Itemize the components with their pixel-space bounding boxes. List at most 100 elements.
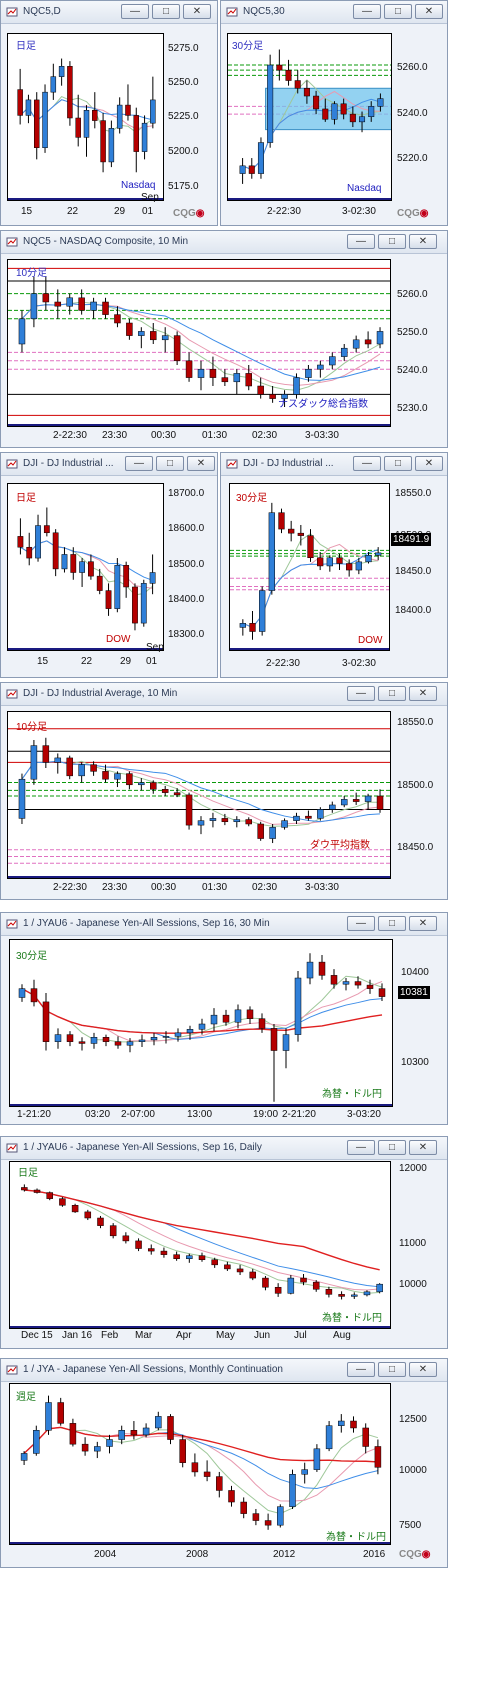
- candle-body: [33, 1430, 40, 1454]
- candle: [368, 101, 375, 122]
- window-titlebar[interactable]: NQC5 - NASDAQ Composite, 10 Min — □ ✕: [1, 231, 447, 254]
- close-button[interactable]: ✕: [187, 456, 215, 471]
- candle-body: [90, 764, 97, 772]
- window-titlebar[interactable]: DJI - DJ Industrial ... — □ ✕: [221, 453, 447, 476]
- close-button[interactable]: ✕: [415, 456, 443, 471]
- candle-body: [270, 1028, 278, 1051]
- moving-average-line: [242, 549, 379, 629]
- candle: [92, 92, 98, 129]
- minimize-button[interactable]: —: [353, 456, 381, 471]
- x-tick: 19:00: [253, 1109, 279, 1120]
- window-titlebar[interactable]: 1 / JYAU6 - Japanese Yen-All Sessions, S…: [1, 1137, 447, 1160]
- plot-area[interactable]: 10分足 ナスダック総合指数: [7, 259, 391, 427]
- plot-area[interactable]: 10分足 ダウ平均指数: [7, 711, 391, 879]
- candle: [282, 1028, 290, 1069]
- close-button[interactable]: ✕: [409, 916, 437, 931]
- minimize-button[interactable]: —: [347, 916, 375, 931]
- candle-body: [150, 1037, 158, 1041]
- minimize-button[interactable]: —: [353, 4, 381, 19]
- window-titlebar[interactable]: DJI - DJ Industrial Average, 10 Min — □ …: [1, 683, 447, 706]
- chart-window-dji-daily[interactable]: DJI - DJ Industrial ... — □ ✕ 日足 DOW 187…: [0, 452, 218, 678]
- candle-body: [376, 331, 384, 345]
- window-titlebar[interactable]: NQC5,30 — □ ✕: [221, 1, 447, 24]
- candle: [264, 1513, 272, 1530]
- candle: [66, 293, 73, 315]
- period-label: 30分足: [236, 493, 268, 504]
- close-button[interactable]: ✕: [415, 4, 443, 19]
- candle-body: [186, 1029, 194, 1034]
- chart-window-dji-30min[interactable]: DJI - DJ Industrial ... — □ ✕ 30分足 DOW 1…: [220, 452, 448, 678]
- window-titlebar[interactable]: 1 / JYAU6 - Japanese Yen-All Sessions, S…: [1, 913, 447, 936]
- candle: [322, 98, 329, 122]
- x-tick: Apr: [176, 1330, 192, 1341]
- x-tick: 2-22:30: [53, 882, 87, 893]
- y-tick: 5260.0: [397, 289, 428, 300]
- minimize-button[interactable]: —: [121, 4, 149, 19]
- restore-button[interactable]: □: [156, 456, 184, 471]
- restore-button[interactable]: □: [384, 456, 412, 471]
- candle: [252, 1508, 260, 1526]
- restore-button[interactable]: □: [378, 686, 406, 701]
- close-button[interactable]: ✕: [183, 4, 211, 19]
- y-tick: 10300: [401, 1057, 429, 1068]
- candle-body: [18, 778, 26, 819]
- plot-area[interactable]: 30分足 DOW: [229, 483, 390, 651]
- plot-area[interactable]: 日足 Nasdaq: [7, 33, 164, 201]
- plot-area[interactable]: 30分足 為替・ドル円: [9, 939, 393, 1107]
- candle: [245, 365, 252, 391]
- close-button[interactable]: ✕: [409, 234, 437, 249]
- moving-average-line: [20, 540, 153, 581]
- chart-window-nqc5-daily[interactable]: NQC5,D — □ ✕ 日足 Nasdaq 5275.0 5250.0 522…: [0, 0, 218, 226]
- x-tick: 3-03:30: [305, 882, 339, 893]
- plot-area[interactable]: 30分足 Nasdaq: [227, 33, 392, 201]
- window-titlebar[interactable]: 1 / JYA - Japanese Yen-All Sessions, Mon…: [1, 1359, 447, 1382]
- candle-body: [236, 1268, 244, 1273]
- window-title: NQC5,D: [23, 6, 61, 17]
- candle: [246, 1006, 254, 1024]
- candle: [130, 1421, 138, 1440]
- restore-button[interactable]: □: [384, 4, 412, 19]
- chart-window-dji-10min[interactable]: DJI - DJ Industrial Average, 10 Min — □ …: [0, 682, 448, 900]
- chart-app-icon: [6, 459, 18, 469]
- window-title: NQC5,30: [243, 6, 285, 17]
- candle: [294, 70, 301, 94]
- candle-body: [100, 120, 106, 163]
- restore-button[interactable]: □: [378, 1362, 406, 1377]
- window-titlebar[interactable]: NQC5,D — □ ✕: [1, 1, 217, 24]
- plot-area[interactable]: 週足 為替・ドル円: [9, 1383, 391, 1545]
- plot-area[interactable]: 日足 DOW: [7, 483, 164, 651]
- candle-body: [305, 368, 312, 378]
- minimize-button[interactable]: —: [347, 1362, 375, 1377]
- candle: [221, 813, 229, 826]
- minimize-button[interactable]: —: [347, 686, 375, 701]
- restore-button[interactable]: □: [378, 1140, 406, 1155]
- close-button[interactable]: ✕: [409, 1140, 437, 1155]
- restore-button[interactable]: □: [378, 234, 406, 249]
- candle: [340, 98, 347, 120]
- candle: [233, 369, 241, 395]
- plot-area[interactable]: 日足 為替・ドル円: [9, 1161, 391, 1329]
- minimize-button[interactable]: —: [347, 234, 375, 249]
- candle-body: [338, 1294, 345, 1297]
- candle: [138, 1034, 146, 1047]
- candle-body: [363, 1291, 371, 1296]
- restore-button[interactable]: □: [152, 4, 180, 19]
- chart-window-nqc5-30min[interactable]: NQC5,30 — □ ✕ 30分足 Nasdaq 5260.0 5240.0 …: [220, 0, 448, 226]
- candle: [150, 76, 156, 129]
- chart-window-jpy-daily[interactable]: 1 / JYAU6 - Japanese Yen-All Sessions, S…: [0, 1136, 448, 1349]
- candle: [338, 1291, 345, 1300]
- close-button[interactable]: ✕: [409, 686, 437, 701]
- chart-window-nasdaq-10min[interactable]: NQC5 - NASDAQ Composite, 10 Min — □ ✕ 10…: [0, 230, 448, 448]
- close-button[interactable]: ✕: [409, 1362, 437, 1377]
- x-tick: 2-07:00: [121, 1109, 155, 1120]
- candle: [198, 1252, 206, 1262]
- window-titlebar[interactable]: DJI - DJ Industrial ... — □ ✕: [1, 453, 217, 476]
- chart-window-jpy-30min[interactable]: 1 / JYAU6 - Japanese Yen-All Sessions, S…: [0, 912, 448, 1125]
- candle: [138, 778, 145, 791]
- minimize-button[interactable]: —: [347, 1140, 375, 1155]
- candle: [376, 1283, 383, 1294]
- period-label: 日足: [18, 1168, 38, 1179]
- restore-button[interactable]: □: [378, 916, 406, 931]
- minimize-button[interactable]: —: [125, 456, 153, 471]
- chart-window-jpy-monthly[interactable]: 1 / JYA - Japanese Yen-All Sessions, Mon…: [0, 1358, 448, 1568]
